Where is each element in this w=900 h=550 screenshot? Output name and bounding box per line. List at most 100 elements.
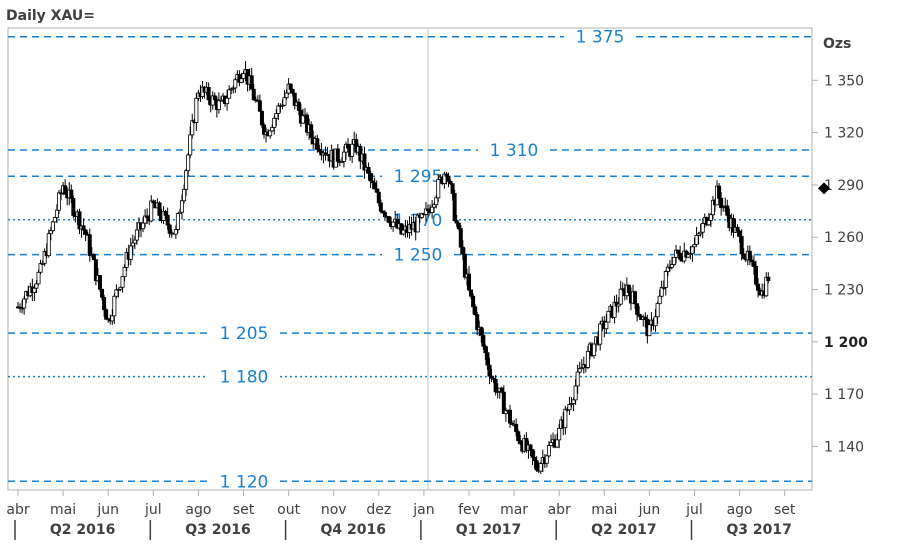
- candle-body: [216, 100, 221, 110]
- x-month-label: ago: [727, 502, 753, 518]
- candle-body: [659, 287, 664, 297]
- candle-body: [391, 221, 396, 227]
- candle-body: [538, 463, 543, 472]
- candle-body: [430, 206, 435, 213]
- candle-body: [227, 89, 232, 99]
- candle-body: [50, 221, 55, 232]
- candle-body: [751, 261, 756, 267]
- candle-body: [764, 276, 769, 297]
- x-quarter-label: Q1 2017: [456, 522, 521, 538]
- candle-body: [747, 250, 752, 261]
- candle-body: [415, 214, 420, 233]
- candle-body: [22, 298, 27, 309]
- candle-body: [165, 214, 170, 226]
- x-quarter-label: Q2 2017: [591, 522, 656, 538]
- candle-body: [678, 252, 683, 260]
- candle-body: [567, 404, 572, 411]
- candle-body: [446, 175, 451, 182]
- candle-body: [669, 264, 674, 268]
- candle-body: [212, 95, 217, 101]
- candle-body: [71, 197, 76, 216]
- candle-body: [268, 130, 273, 137]
- candle-body: [462, 253, 467, 278]
- candle-body: [98, 275, 103, 290]
- y-tick-label: 1 140: [824, 439, 864, 455]
- candle-body: [766, 276, 771, 281]
- candle-body: [259, 110, 264, 126]
- candle-body: [34, 283, 39, 289]
- candle-body: [434, 197, 439, 206]
- candle-body: [69, 189, 74, 199]
- candle-body: [708, 214, 713, 221]
- candle-body: [485, 352, 490, 366]
- plot-border: [7, 27, 813, 491]
- candle-body: [128, 245, 133, 260]
- candle-body: [653, 316, 658, 327]
- candle-body: [448, 180, 453, 185]
- candle-body: [616, 303, 621, 307]
- y-tick-label: 1 320: [824, 126, 864, 142]
- candle-body: [633, 291, 638, 305]
- candle-body: [528, 444, 533, 451]
- y-tick-label: 1 350: [824, 73, 864, 89]
- y-tick-label: 1 170: [824, 387, 864, 403]
- level-label: 1 295: [394, 167, 443, 187]
- candle-body: [387, 216, 392, 223]
- x-month-label: jul: [144, 502, 162, 518]
- candle-body: [163, 210, 168, 216]
- candle-body: [452, 193, 457, 222]
- candle-body: [469, 289, 474, 297]
- candle-body: [487, 364, 492, 377]
- candle-body: [54, 209, 59, 218]
- y-tick-label: 1 200: [824, 335, 868, 351]
- candle-body: [257, 100, 262, 112]
- candle-body: [102, 296, 107, 311]
- candle-body: [557, 427, 562, 441]
- candle-body: [436, 179, 441, 199]
- candle-body: [87, 234, 92, 256]
- candle-body: [657, 295, 662, 304]
- candle-body: [173, 229, 178, 235]
- candle-body: [700, 223, 705, 233]
- candle-body: [694, 235, 699, 245]
- x-quarter-label: Q3 2016: [185, 522, 250, 538]
- candle-body: [241, 73, 246, 80]
- candle-body: [233, 79, 238, 89]
- candle-body: [190, 120, 195, 136]
- x-month-label: jul: [685, 502, 703, 518]
- candle-body: [756, 283, 761, 291]
- x-month-label: set: [774, 502, 796, 518]
- candle-body: [112, 295, 117, 317]
- candle-body: [555, 439, 560, 448]
- candle-body: [739, 236, 744, 255]
- candle-body: [341, 151, 346, 162]
- candle-body: [516, 431, 521, 441]
- candle-body: [458, 228, 463, 248]
- candle-body: [672, 256, 677, 265]
- candle-body: [282, 97, 287, 106]
- level-label: 1 375: [576, 28, 625, 48]
- candle-body: [270, 127, 275, 132]
- candle-body: [585, 350, 590, 368]
- plot-frame: [7, 27, 813, 491]
- x-month-label: dez: [366, 502, 391, 518]
- x-month-label: jun: [96, 502, 119, 518]
- candle-body: [735, 226, 740, 232]
- candle-body: [606, 310, 611, 323]
- candle-body: [292, 92, 297, 107]
- candle-body: [179, 200, 184, 213]
- candle-body: [575, 371, 580, 387]
- candle-body: [530, 449, 535, 458]
- candle-body: [120, 276, 125, 288]
- candle-body: [534, 460, 539, 471]
- candle-body: [188, 134, 193, 156]
- y-tick-label: 1 230: [824, 283, 864, 299]
- candle-body: [604, 321, 609, 330]
- x-month-label: mai: [50, 502, 76, 518]
- candle-body: [501, 391, 506, 415]
- candle-body: [300, 115, 305, 124]
- candle-body: [288, 83, 293, 90]
- candle-body: [276, 105, 281, 114]
- candle-body: [456, 222, 461, 230]
